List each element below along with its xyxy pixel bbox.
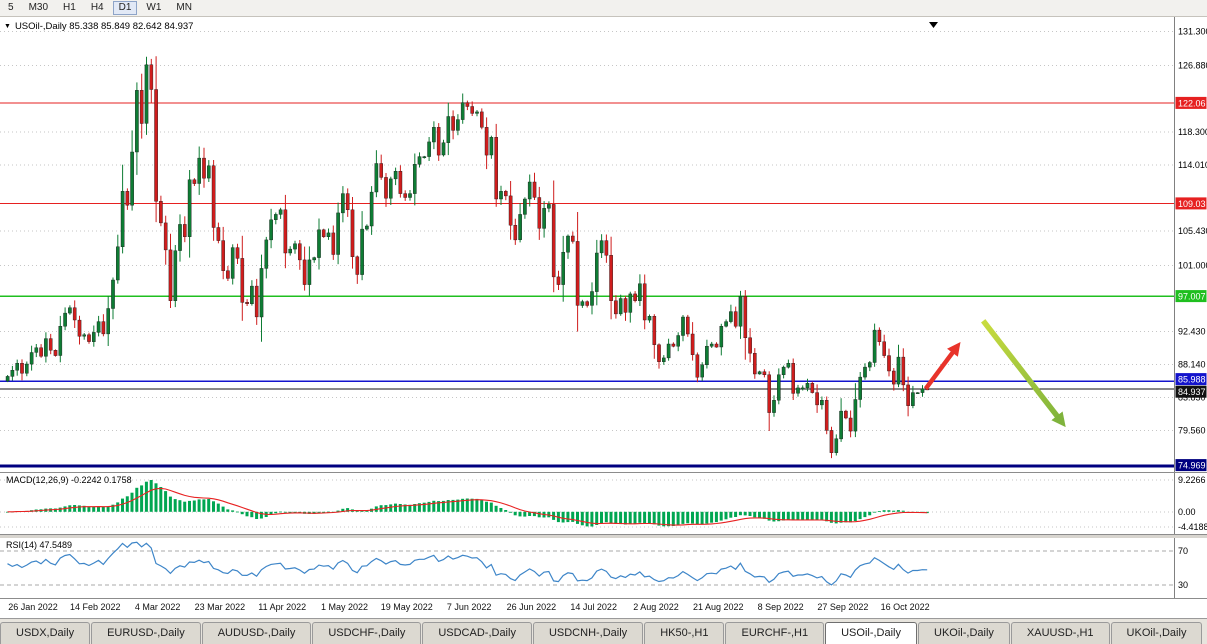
- timeframe-button[interactable]: 5: [2, 1, 20, 15]
- timeframe-toolbar: 5 M30 H1 H4 D1 W1 MN: [0, 0, 1207, 17]
- rsi-axis: 70 30: [1178, 546, 1188, 590]
- panel-splitter[interactable]: [0, 535, 1207, 538]
- svg-text:101.000: 101.000: [1178, 260, 1207, 270]
- svg-text:79.560: 79.560: [1178, 426, 1206, 436]
- date-label: 26 Jun 2022: [506, 602, 557, 612]
- price-chart-panel[interactable]: 131.300 126.880 118.300 114.010 105.430 101.0…: [0, 17, 1207, 473]
- date-label: 14 Feb 2022: [70, 602, 121, 612]
- macd-label: MACD(12,26,9) -0.2242 0.1758: [6, 475, 132, 485]
- svg-text:85.988: 85.988: [1178, 375, 1206, 385]
- chart-tab[interactable]: UKOil-,Daily: [918, 622, 1010, 644]
- chart-tab[interactable]: USDCHF-,Daily: [312, 622, 422, 644]
- date-label: 19 May 2022: [380, 602, 433, 612]
- price-level-badges: 122.06 109.03 97.007 85.988 84.937 74.969: [1175, 96, 1207, 472]
- date-label: 14 Jul 2022: [570, 602, 617, 612]
- chart-tab[interactable]: USDCNH-,Daily: [532, 622, 644, 644]
- date-label: 23 Mar 2022: [194, 602, 246, 612]
- last-bar-marker-icon[interactable]: [929, 22, 938, 28]
- timeframe-button[interactable]: D1: [112, 1, 138, 15]
- chart-title: ▼ USOil-,Daily 85.338 85.849 82.642 84.9…: [4, 21, 193, 32]
- date-label: 16 Oct 2022: [880, 602, 930, 612]
- date-label: 1 May 2022: [320, 602, 369, 612]
- macd-axis: 9.2266 0.00 -4.4188: [1178, 475, 1207, 532]
- chart-tab[interactable]: XAUUSD-,H1: [1010, 622, 1110, 644]
- svg-text:-4.4188: -4.4188: [1178, 522, 1207, 532]
- macd-indicator-panel[interactable]: 9.2266 0.00 -4.4188 MACD(12,26,9) -0.2242 …: [0, 473, 1207, 535]
- horizontal-level-lines[interactable]: [0, 102, 1174, 468]
- date-label: 27 Sep 2022: [817, 602, 869, 612]
- svg-text:84.937: 84.937: [1178, 387, 1206, 397]
- svg-text:9.2266: 9.2266: [1178, 475, 1206, 485]
- chart-tab[interactable]: EURCHF-,H1: [725, 622, 825, 644]
- date-label: 7 Jun 2022: [446, 602, 492, 612]
- svg-text:126.880: 126.880: [1178, 61, 1207, 71]
- timeframe-button[interactable]: H4: [85, 1, 110, 15]
- svg-text:74.969: 74.969: [1178, 461, 1206, 471]
- date-label: 2 Aug 2022: [633, 602, 679, 612]
- chart-collapse-icon[interactable]: ▼: [4, 22, 11, 30]
- chart-tab[interactable]: HK50-,H1: [644, 622, 725, 644]
- price-chart-canvas-host[interactable]: 131.300 126.880 118.300 114.010 105.430 101.0…: [0, 17, 1207, 472]
- timeframe-button[interactable]: W1: [140, 1, 167, 15]
- svg-text:131.300: 131.300: [1178, 27, 1207, 37]
- timeframe-button[interactable]: H1: [57, 1, 82, 15]
- timeframe-button[interactable]: MN: [170, 1, 198, 15]
- timeframe-button[interactable]: M30: [23, 1, 54, 15]
- chart-tab[interactable]: USOil-,Daily: [825, 622, 918, 644]
- date-axis: 26 Jan 2022 14 Feb 2022 4 Mar 2022 23 Mar 2…: [0, 599, 1207, 618]
- chart-tab[interactable]: USDCAD-,Daily: [422, 622, 532, 644]
- rsi-label: RSI(14) 47.5489: [6, 540, 73, 550]
- candlesticks: [5, 56, 930, 459]
- svg-text:30: 30: [1178, 580, 1188, 590]
- svg-text:114.010: 114.010: [1178, 160, 1207, 170]
- rsi-line: [7, 541, 928, 586]
- price-gridlines: [0, 31, 1174, 432]
- svg-text:122.06: 122.06: [1178, 98, 1206, 108]
- date-label: 21 Aug 2022: [693, 602, 744, 612]
- svg-text:97.007: 97.007: [1178, 292, 1206, 302]
- date-label: 11 Apr 2022: [258, 602, 307, 612]
- svg-text:92.430: 92.430: [1178, 326, 1206, 336]
- macd-histogram: [6, 480, 929, 527]
- chart-tab[interactable]: AUDUSD-,Daily: [201, 622, 312, 644]
- chart-tab[interactable]: EURUSD-,Daily: [91, 622, 201, 644]
- chart-symbol-ohlc-label: USOil-,Daily 85.338 85.849 82.642 84.937: [14, 21, 194, 32]
- price-chart-canvas[interactable]: 131.300 126.880 118.300 114.010 105.430 101.0…: [0, 17, 1207, 472]
- svg-text:109.03: 109.03: [1178, 199, 1206, 209]
- rsi-canvas-host[interactable]: 70 30: [0, 538, 1207, 598]
- chart-tab[interactable]: USDX,Daily: [0, 622, 91, 644]
- svg-text:70: 70: [1178, 546, 1188, 556]
- date-label: 8 Sep 2022: [757, 602, 804, 612]
- date-label: 26 Jan 2022: [8, 602, 58, 612]
- bearish-arrow-annotation[interactable]: [981, 319, 1066, 428]
- macd-canvas-host[interactable]: 9.2266 0.00 -4.4188: [0, 473, 1207, 534]
- svg-text:105.430: 105.430: [1178, 226, 1207, 236]
- bullish-arrow-annotation[interactable]: [923, 341, 961, 391]
- macd-canvas[interactable]: 9.2266 0.00 -4.4188: [0, 473, 1207, 534]
- svg-text:118.300: 118.300: [1178, 127, 1207, 137]
- rsi-canvas[interactable]: 70 30: [0, 538, 1207, 598]
- chart-tab[interactable]: UKOil-,Daily: [1110, 622, 1203, 644]
- rsi-indicator-panel[interactable]: 70 30 RSI(14) 47.5489: [0, 538, 1207, 599]
- macd-signal-line: [7, 487, 928, 526]
- chart-tabs-bar: USDX,Daily EURUSD-,Daily AUDUSD-,Daily U…: [0, 618, 1207, 644]
- svg-text:88.140: 88.140: [1178, 360, 1206, 370]
- svg-text:0.00: 0.00: [1178, 507, 1196, 517]
- date-label: 4 Mar 2022: [134, 602, 181, 612]
